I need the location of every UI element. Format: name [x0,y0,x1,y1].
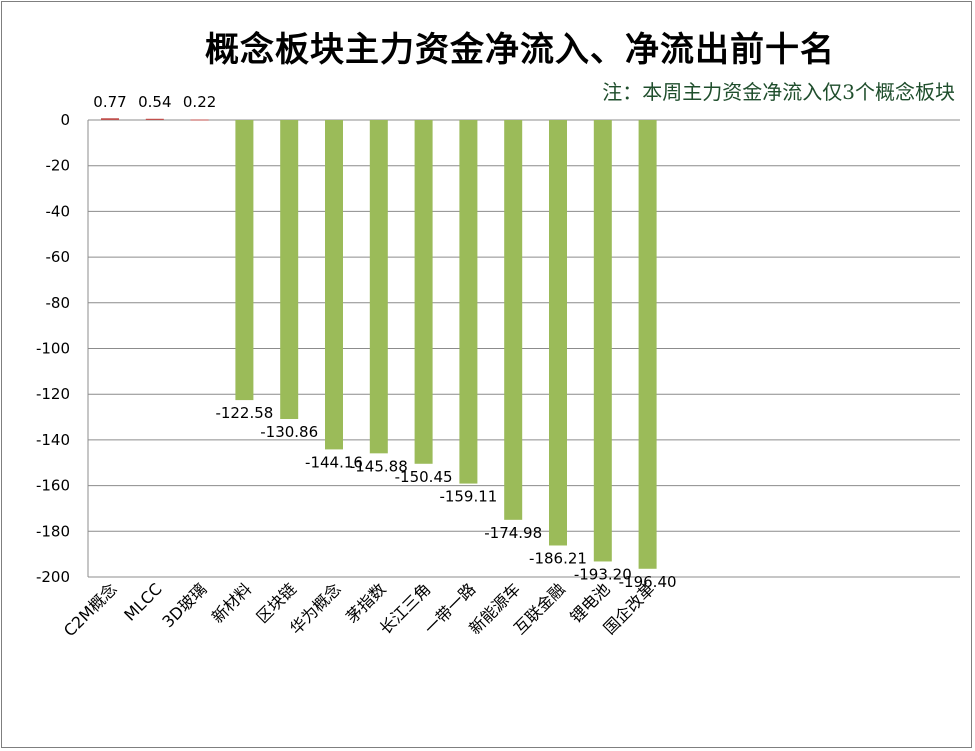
bars [101,118,657,569]
data-label: -145.88 [350,457,408,475]
y-tick-label: 0 [60,111,70,129]
data-label: -186.21 [529,549,587,567]
bar-2 [145,118,164,120]
data-label: -144.16 [305,453,363,471]
bar-10 [504,120,523,520]
bar-9 [459,120,478,484]
y-tick-label: -40 [46,202,71,220]
category-labels: C2M概念 MLCC3D玻璃新材料区块链华为概念茅指数长江三角一带一路新能源车互联… [60,579,659,640]
bar-4 [235,120,254,401]
y-tick-label: -60 [46,248,71,266]
bar-1 [101,118,119,120]
data-label: 0.77 [93,93,126,111]
bar-5 [280,120,299,420]
data-label: -130.86 [260,423,318,441]
data-label: -193.20 [574,565,632,583]
y-axis: 0 -20 -40 -60 -80 -100 -120 -140 -160 -180 -200 [36,111,89,586]
data-label: 0.22 [183,93,216,111]
bar-6 [325,120,343,450]
data-label: 0.54 [138,93,171,111]
bar-8 [414,120,433,464]
y-tick-label: -140 [36,431,70,449]
bar-12 [593,120,612,562]
data-labels: 0.77 0.54 0.22 -122.58-130.86 -144.16-145.88… [93,93,676,591]
bar-13 [638,120,657,569]
y-tick-label: -120 [36,385,70,403]
bar-11 [549,120,567,546]
data-label: -122.58 [215,404,273,422]
data-label: -159.11 [439,488,497,506]
chart-title: 概念板块主力资金净流入、净流出前十名 [205,30,835,70]
chart-annotation: 注：本周主力资金净流入仅3个概念板块 [602,80,955,104]
gridlines [88,119,960,578]
category-label: 3D玻璃 [158,579,210,631]
category-label: 新材料 [208,579,255,626]
bar-7 [369,120,388,454]
y-tick-label: -20 [46,157,71,175]
y-tick-label: -100 [36,340,70,358]
y-tick-label: -180 [36,522,70,540]
bar-3 [190,119,209,121]
y-tick-label: -160 [36,477,70,495]
y-tick-label: -200 [36,568,70,586]
data-label: -196.40 [619,573,677,591]
data-label: -150.45 [395,468,453,486]
y-tick-label: -80 [46,294,71,312]
data-label: -174.98 [484,524,542,542]
category-label: C2M概念 [60,579,121,640]
